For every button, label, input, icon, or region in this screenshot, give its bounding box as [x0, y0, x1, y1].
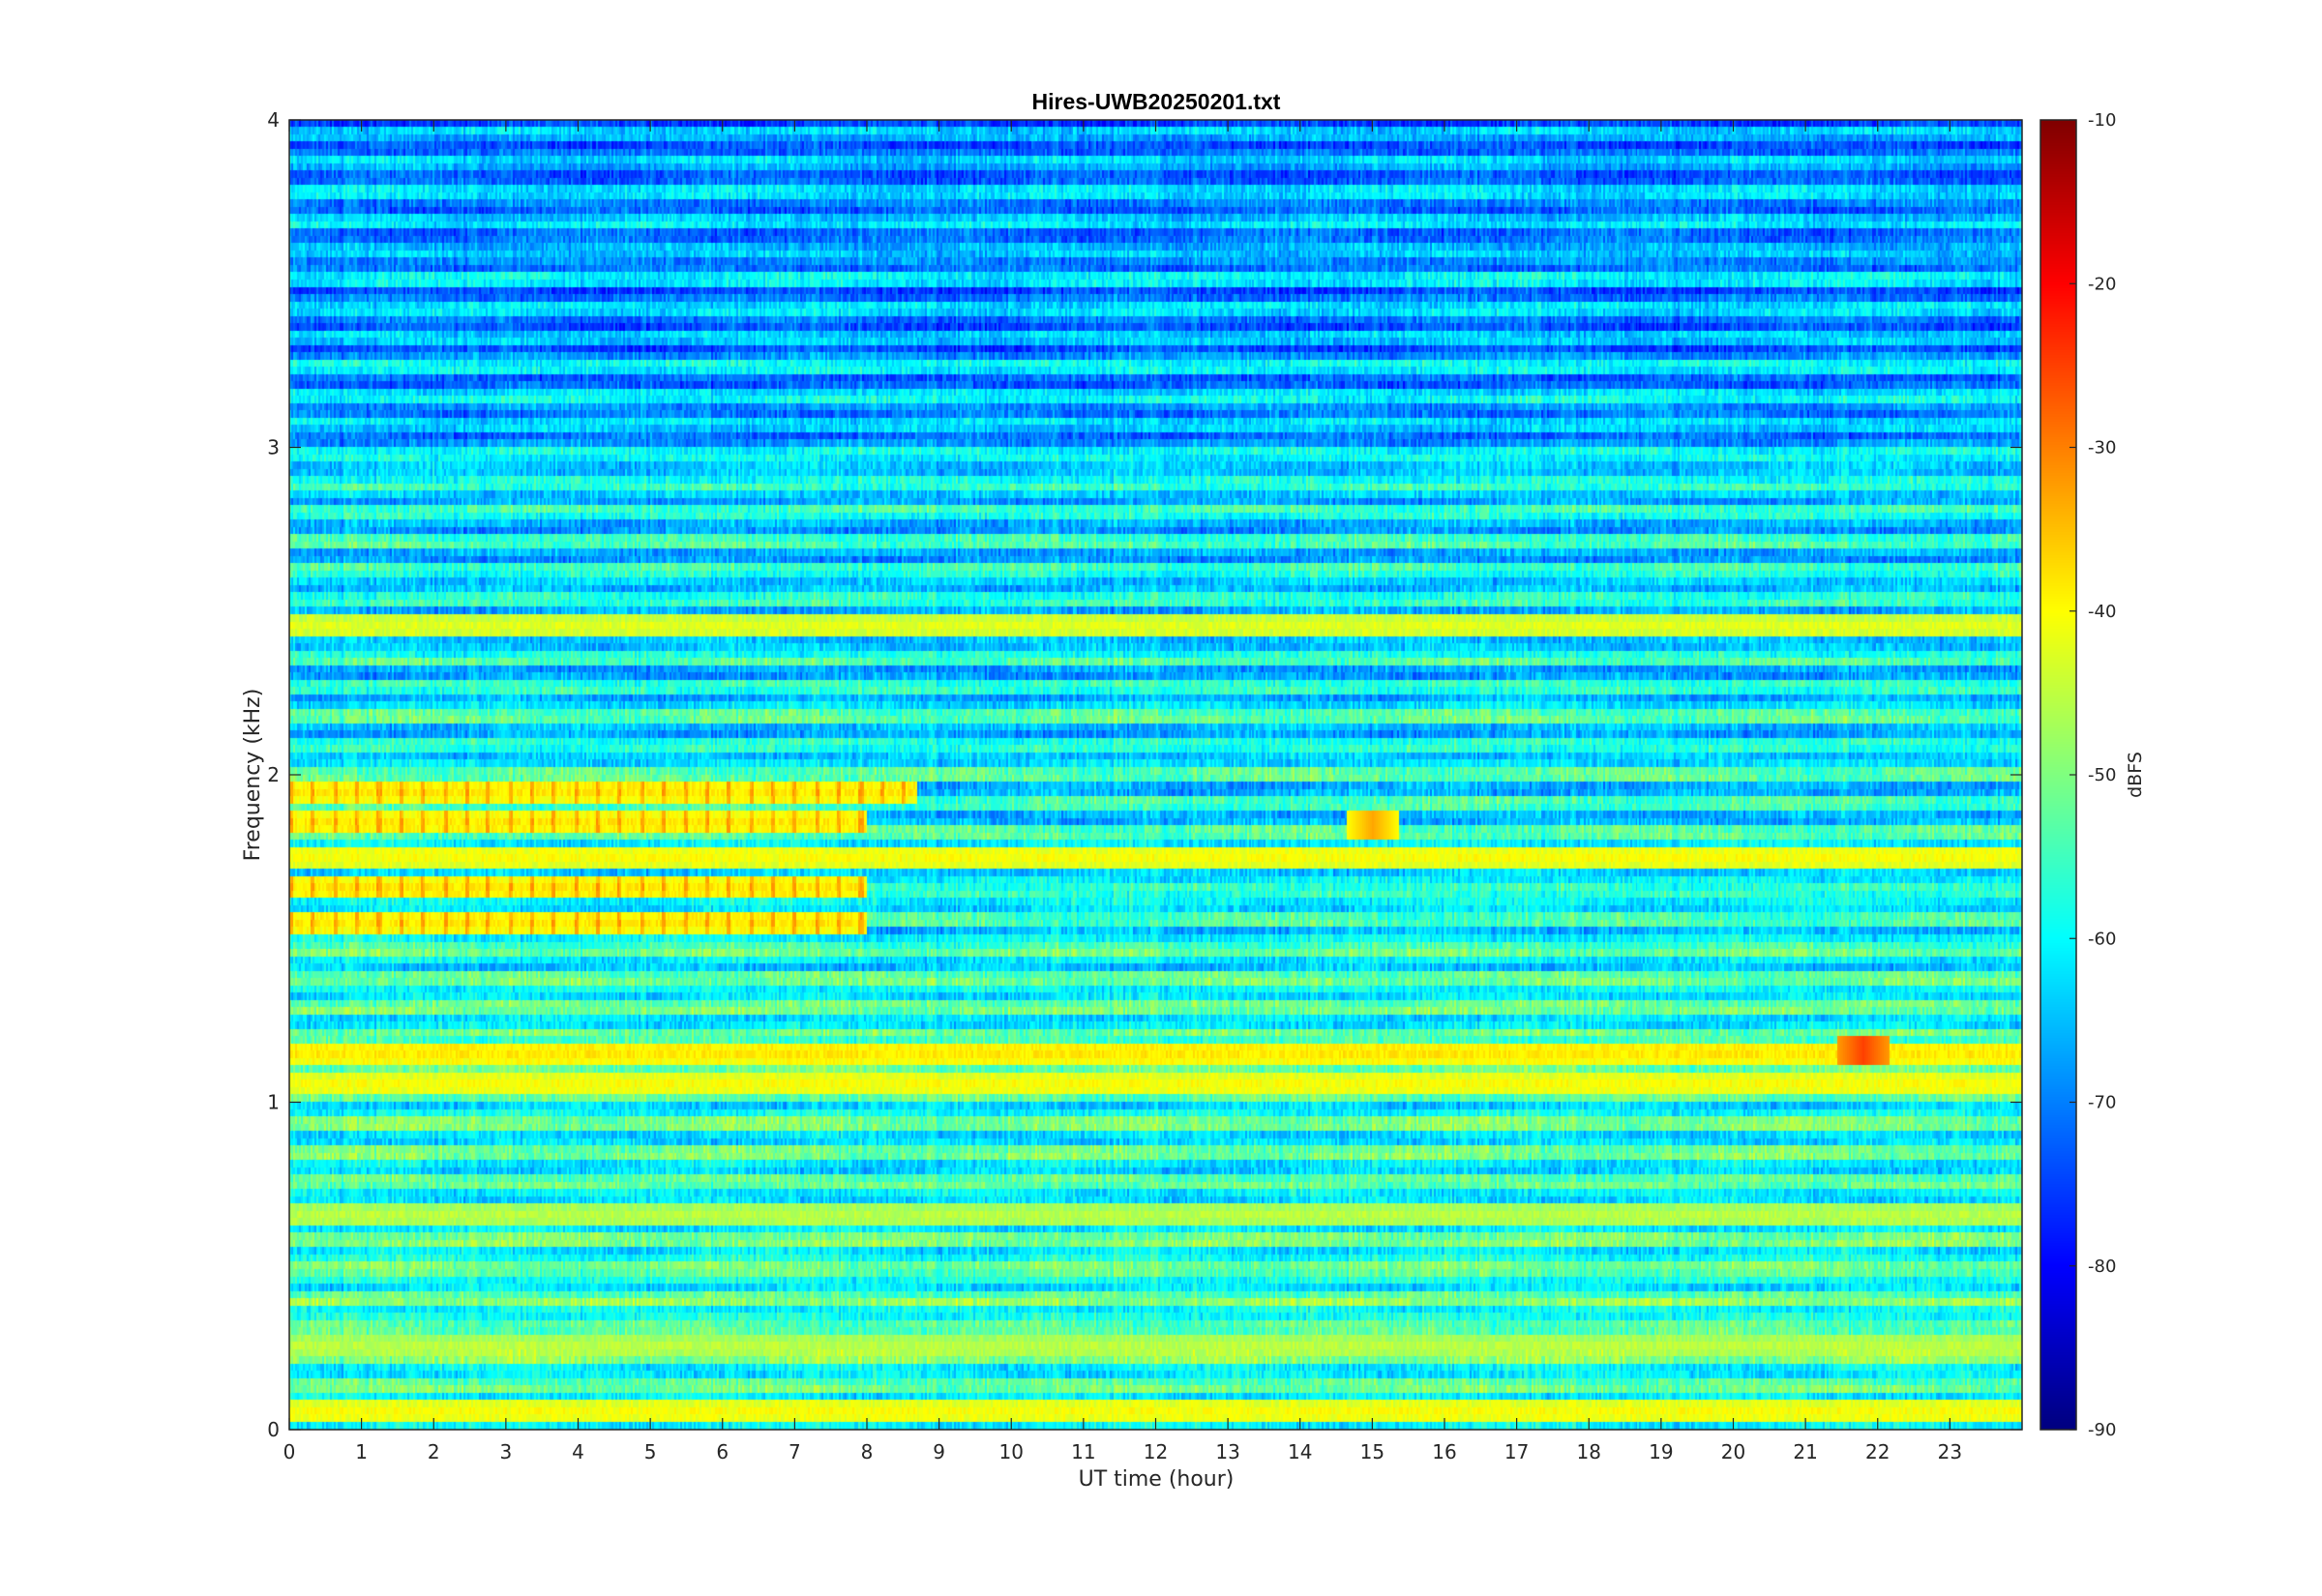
- x-tick-label: 8: [861, 1440, 874, 1463]
- x-tick-label: 16: [1432, 1440, 1456, 1463]
- colorbar-tick-label: -20: [2088, 274, 2116, 294]
- x-tick-label: 17: [1504, 1440, 1529, 1463]
- spectrogram-heatmap: [289, 120, 2022, 1430]
- x-tick-label: 0: [283, 1440, 296, 1463]
- y-tick-label: 2: [267, 763, 280, 786]
- x-tick-label: 19: [1649, 1440, 1673, 1463]
- x-tick-label: 10: [999, 1440, 1024, 1463]
- x-axis: 0 1 2 3 4 5 6 7 8 9 10 11 12 13 14 15 16 17 18 19 20 21 22 23: [283, 120, 1962, 1463]
- x-tick-label: 20: [1721, 1440, 1745, 1463]
- colorbar-label: dBFS: [2125, 752, 2146, 798]
- x-axis-label: UT time (hour): [1079, 1467, 1235, 1492]
- colorbar-tick-label: -90: [2088, 1420, 2116, 1440]
- x-tick-label: 11: [1071, 1440, 1095, 1463]
- colorbar-tick-label: -80: [2088, 1256, 2116, 1277]
- chart-title: Hires-UWB20250201.txt: [1032, 89, 1281, 114]
- colorbar-tick-label: -60: [2088, 929, 2116, 949]
- colorbar-tick-label: -50: [2088, 765, 2116, 785]
- x-tick-label: 14: [1288, 1440, 1312, 1463]
- y-axis-label: Frequency (kHz): [241, 689, 265, 862]
- x-tick-label: 23: [1938, 1440, 1962, 1463]
- colorbar-tick-label: -30: [2088, 438, 2116, 458]
- x-tick-label: 13: [1215, 1440, 1239, 1463]
- x-tick-label: 6: [716, 1440, 729, 1463]
- x-tick-label: 21: [1793, 1440, 1817, 1463]
- x-tick-label: 4: [572, 1440, 584, 1463]
- colorbar-axis: -90 -80 -70 -60 -50 -40 -30 -20 -10: [2069, 110, 2116, 1440]
- colorbar-tick-label: -70: [2088, 1093, 2116, 1113]
- y-axis: 0 1 2 3 4: [267, 108, 2022, 1441]
- y-tick-label: 3: [267, 436, 280, 459]
- colorbar-tick-label: -40: [2088, 602, 2116, 622]
- colorbar-tick-label: -10: [2088, 110, 2116, 131]
- x-tick-label: 12: [1144, 1440, 1168, 1463]
- x-tick-label: 1: [355, 1440, 368, 1463]
- x-tick-label: 2: [428, 1440, 440, 1463]
- x-tick-label: 3: [500, 1440, 513, 1463]
- x-tick-label: 18: [1577, 1440, 1601, 1463]
- x-tick-label: 22: [1865, 1440, 1890, 1463]
- x-tick-label: 15: [1360, 1440, 1384, 1463]
- plot-area-frame: [288, 119, 2023, 1431]
- x-tick-label: 7: [789, 1440, 801, 1463]
- y-tick-label: 0: [267, 1418, 280, 1441]
- y-tick-label: 1: [267, 1091, 280, 1114]
- y-tick-label: 4: [267, 108, 280, 132]
- x-tick-label: 5: [644, 1440, 657, 1463]
- x-tick-label: 9: [933, 1440, 945, 1463]
